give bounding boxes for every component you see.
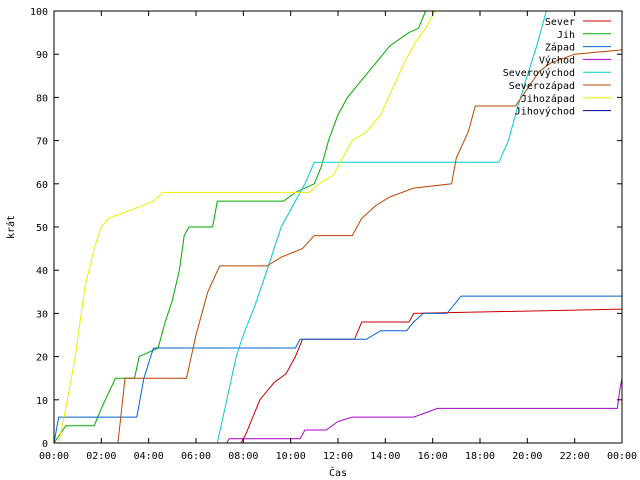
legend-label: Jihozápad xyxy=(521,93,575,105)
x-tick-label: 12:00 xyxy=(323,451,353,462)
y-tick-label: 40 xyxy=(36,266,48,277)
y-axis-label: krát xyxy=(5,215,17,239)
y-tick-label: 100 xyxy=(30,7,48,18)
y-tick-label: 60 xyxy=(36,180,48,191)
series-line-4 xyxy=(226,378,623,444)
x-tick-label: 06:00 xyxy=(181,451,211,462)
legend-label: Východ xyxy=(539,54,575,66)
y-tick-label: 20 xyxy=(36,353,48,364)
series-line-1 xyxy=(222,308,623,444)
legend: Sever JihZápadVýchodSeverovýchodSeverozáp… xyxy=(503,17,611,118)
y-tick-label: 50 xyxy=(36,223,48,234)
x-tick-label: 22:00 xyxy=(560,451,590,462)
legend-label: Jih xyxy=(557,30,575,41)
series-line-7 xyxy=(58,10,436,444)
y-tick-label: 30 xyxy=(36,309,48,320)
x-tick-label: 14:00 xyxy=(370,451,400,462)
y-tick-label: 10 xyxy=(36,396,48,407)
legend-label: Severozápad xyxy=(509,80,575,92)
x-tick-label: 04:00 xyxy=(134,451,164,462)
legend-label: Jihovýchod xyxy=(515,106,575,118)
series-line-5 xyxy=(216,10,547,444)
y-tick-label: 70 xyxy=(36,137,48,148)
x-tick-label: 10:00 xyxy=(276,451,306,462)
series-line-6 xyxy=(117,49,623,444)
x-tick-label: 16:00 xyxy=(418,451,448,462)
x-tick-label: 20:00 xyxy=(512,451,542,462)
x-tick-label: 02:00 xyxy=(86,451,116,462)
series-line-2 xyxy=(53,10,427,444)
axis-layer: 00:00 02:00 04:00 06:00 08:00 10:00 12:00 14:00… xyxy=(30,7,637,462)
series-layer xyxy=(53,10,623,444)
x-tick-label: 18:00 xyxy=(465,451,495,462)
x-axis-label: Čas xyxy=(329,466,347,479)
y-tick-label: 90 xyxy=(36,50,48,61)
legend-label: Severovýchod xyxy=(503,67,575,79)
x-tick-label: 08:00 xyxy=(228,451,258,462)
x-tick-label: 00:00 xyxy=(607,451,637,462)
x-tick-label: 00:00 xyxy=(39,451,69,462)
y-tick-label: 0 xyxy=(42,439,48,450)
legend-label: Sever xyxy=(545,17,575,28)
y-tick-label: 80 xyxy=(36,93,48,104)
series-line-3 xyxy=(53,295,622,444)
legend-label: Západ xyxy=(545,42,575,54)
